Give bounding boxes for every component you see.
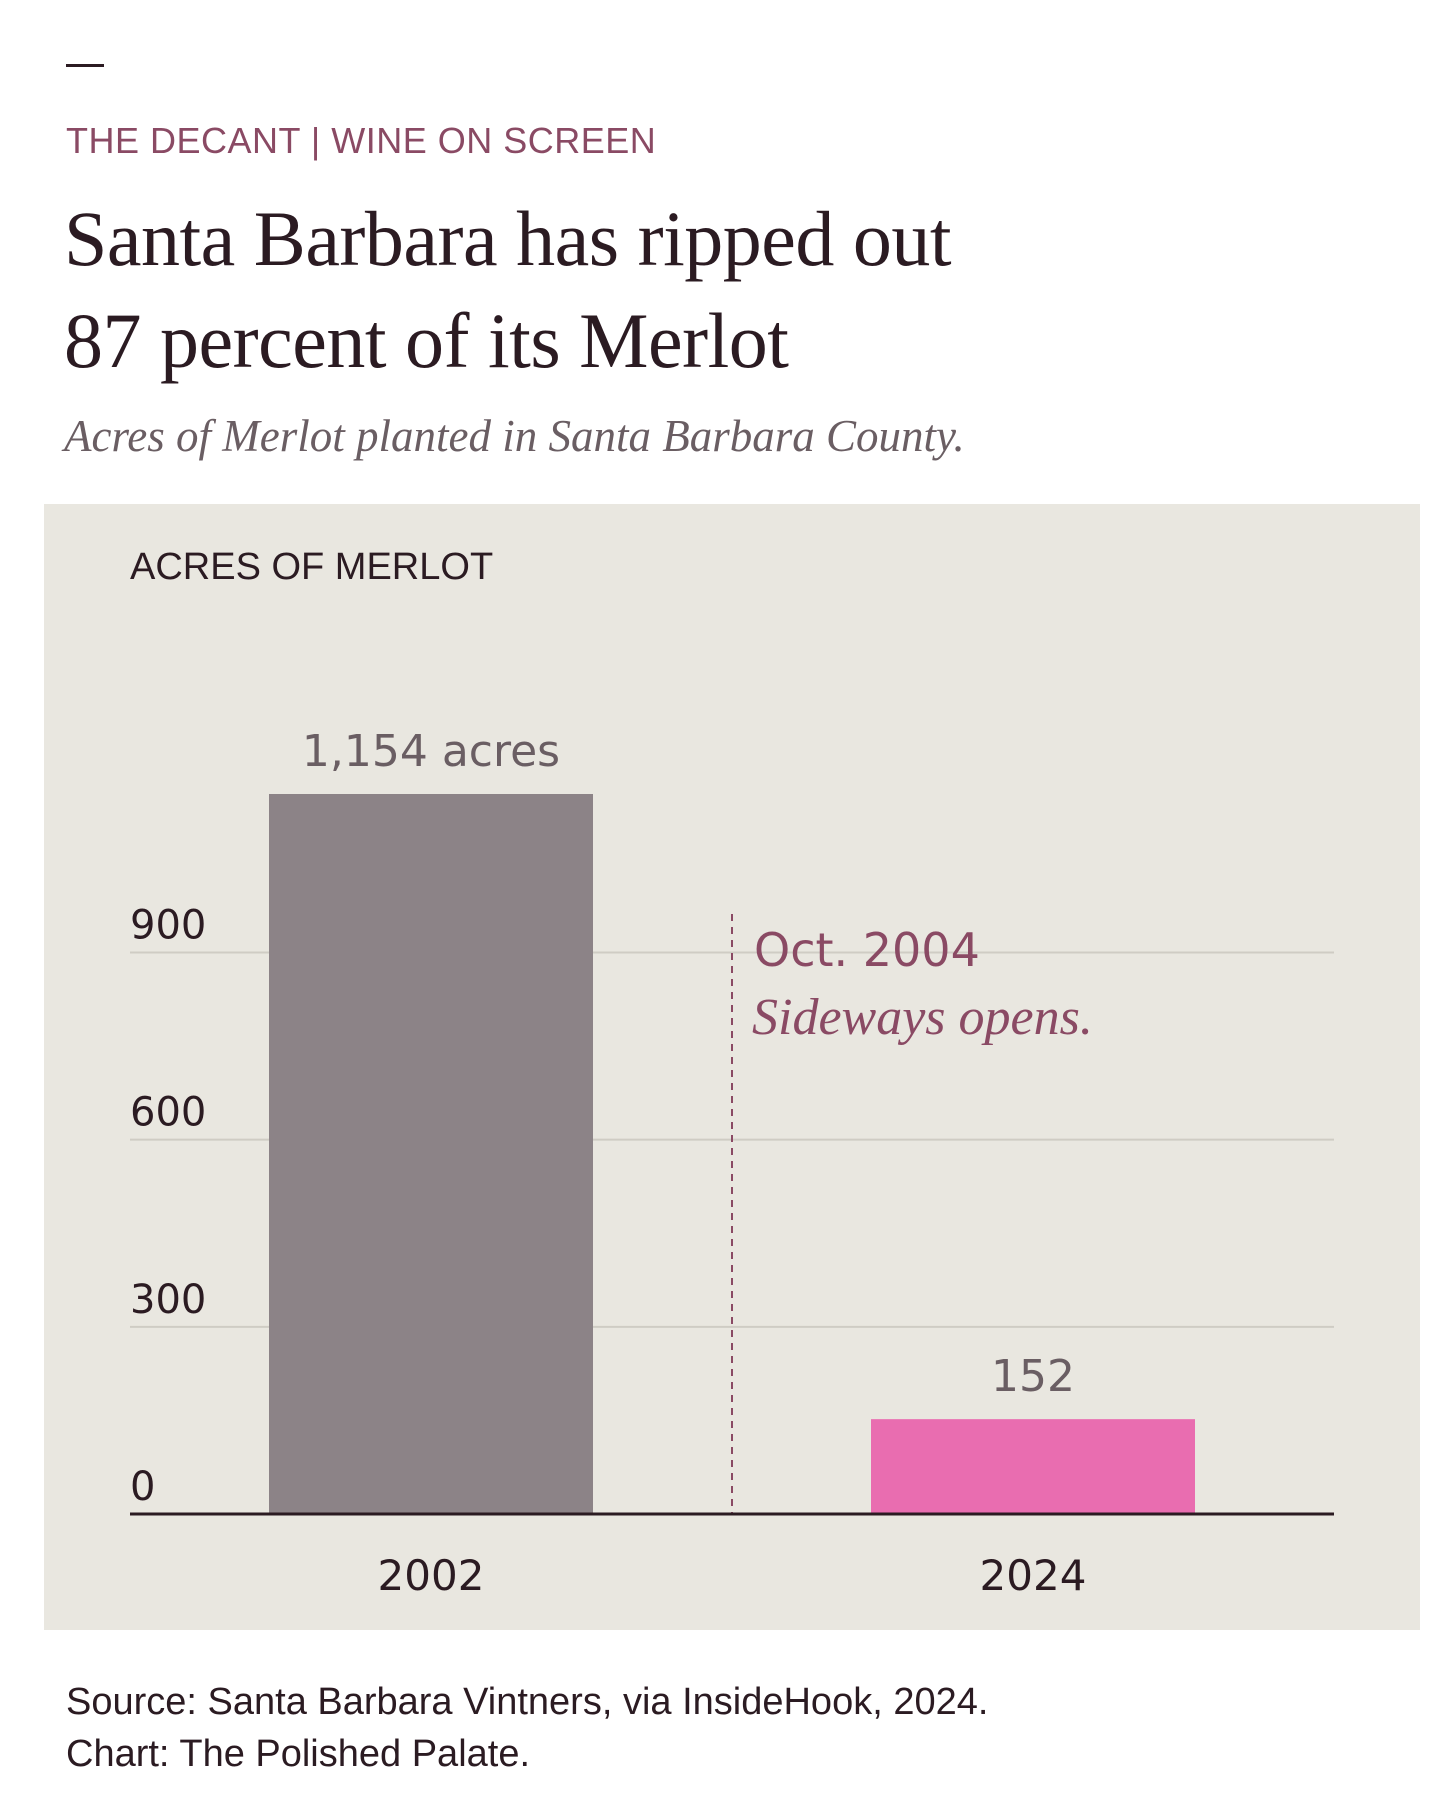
title-line-2: 87 percent of its Merlot bbox=[64, 297, 789, 384]
y-tick-labels: 0 300 600 900 bbox=[130, 902, 206, 1510]
y-tick-300: 300 bbox=[130, 1277, 206, 1323]
y-tick-900: 900 bbox=[130, 902, 206, 948]
annotation-note: Sideways opens. bbox=[752, 989, 1093, 1046]
value-label-2024: 152 bbox=[991, 1351, 1075, 1402]
source-note: Source: Santa Barbara Vintners, via Insi… bbox=[66, 1681, 989, 1723]
footer: Source: Santa Barbara Vintners, via Insi… bbox=[66, 1676, 988, 1780]
chart-subtitle: Acres of Merlot planted in Santa Barbara… bbox=[64, 411, 965, 461]
chart-credit: Chart: The Polished Palate. bbox=[66, 1733, 531, 1775]
y-tick-0: 0 bbox=[130, 1464, 155, 1510]
bars: 1,154 acres 2002 152 2024 bbox=[269, 726, 1195, 1600]
x-tick-2002: 2002 bbox=[378, 1551, 485, 1600]
title-line-1: Santa Barbara has ripped out bbox=[64, 195, 952, 282]
bar-chart: ACRES OF MERLOT 0 300 600 900 1,154 acres 20… bbox=[130, 546, 1334, 1600]
kicker: THE DECANT | WINE ON SCREEN bbox=[66, 120, 657, 161]
annotation-date: Oct. 2004 bbox=[754, 923, 980, 977]
value-label-2002: 1,154 acres bbox=[302, 726, 560, 777]
chart-title: Santa Barbara has ripped out 87 percent … bbox=[64, 188, 1264, 392]
y-axis-label: ACRES OF MERLOT bbox=[130, 546, 493, 588]
bar-2024 bbox=[871, 1419, 1195, 1514]
chart-panel: ACRES OF MERLOT 0 300 600 900 1,154 acres 20… bbox=[44, 504, 1420, 1630]
y-tick-600: 600 bbox=[130, 1090, 206, 1136]
bar-2002 bbox=[269, 794, 593, 1514]
annotation: Oct. 2004 Sideways opens. bbox=[731, 914, 1093, 1514]
header-dash-mark bbox=[66, 64, 104, 67]
x-tick-2024: 2024 bbox=[980, 1551, 1087, 1600]
